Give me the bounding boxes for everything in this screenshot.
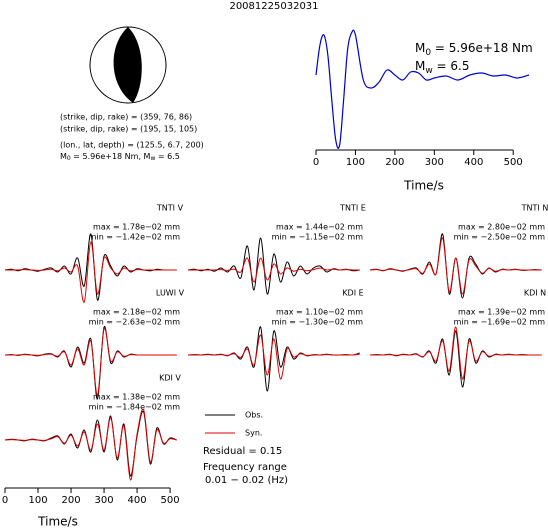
- x-tick-label: 300: [425, 157, 444, 168]
- station-label: KDI E: [342, 289, 363, 298]
- freq-title: Frequency range: [203, 462, 287, 473]
- stf-line: [315, 29, 530, 149]
- syn-trace: [188, 257, 360, 283]
- max-label: max = 1.39e−02 mm: [458, 308, 545, 317]
- residual: Residual = 0.15: [203, 446, 282, 457]
- beach-ball: [89, 26, 167, 104]
- x-axis-label: Time/s: [37, 515, 78, 529]
- max-label: max = 1.44e−02 mm: [276, 223, 363, 232]
- x-tick-label: 500: [504, 157, 523, 168]
- x-tick-label: 100: [28, 495, 47, 506]
- min-label: min = −1.15e−02 mm: [272, 233, 364, 242]
- legend-label: Syn.: [245, 429, 262, 438]
- max-label: max = 1.38e−02 mm: [93, 393, 180, 402]
- x-tick-label: 300: [95, 495, 114, 506]
- min-label: min = −1.30e−02 mm: [272, 318, 364, 327]
- x-tick-label: 0: [2, 495, 8, 506]
- syn-trace: [5, 241, 177, 303]
- syn-trace: [188, 334, 360, 380]
- min-label: min = −1.69e−02 mm: [454, 318, 546, 327]
- syn-trace: [5, 328, 177, 396]
- syn-trace: [369, 237, 542, 295]
- max-label: max = 1.78e−02 mm: [93, 223, 180, 232]
- x-tick-label: 200: [385, 157, 404, 168]
- syn-trace: [370, 326, 542, 380]
- min-label: min = −1.42e−02 mm: [89, 233, 181, 242]
- min-label: min = −1.84e−02 mm: [89, 403, 181, 412]
- title: 20081225032031: [229, 1, 318, 12]
- x-axis-label: Time/s: [403, 179, 444, 193]
- station-label: KDI N: [524, 289, 546, 298]
- station-label: TNTI E: [339, 204, 366, 213]
- station-label: LUWI V: [156, 289, 185, 298]
- syn-trace: [4, 408, 177, 481]
- moment-line: M0 = 5.96e+18 Nm, Mw = 6.5: [60, 152, 180, 162]
- freq-range: 0.01 − 0.02 (Hz): [205, 475, 288, 486]
- mechanism-line: (strike, dip, rake) = (359, 76, 86): [60, 113, 192, 122]
- mw-annotation: Mw = 6.5: [415, 59, 470, 76]
- x-tick-label: 200: [61, 495, 80, 506]
- x-tick-label: 500: [161, 495, 180, 506]
- min-label: min = −2.63e−02 mm: [89, 318, 181, 327]
- max-label: max = 1.10e−02 mm: [276, 308, 363, 317]
- m0-annotation: M0 = 5.96e+18 Nm: [415, 41, 533, 58]
- station-label: KDI V: [159, 374, 181, 383]
- station-label: TNTI V: [156, 204, 184, 213]
- x-tick-label: 400: [464, 157, 483, 168]
- min-label: min = −2.50e−02 mm: [454, 233, 546, 242]
- mechanism-line: (strike, dip, rake) = (195, 15, 105): [60, 125, 197, 134]
- legend-label: Obs.: [245, 411, 263, 420]
- max-label: max = 2.18e−02 mm: [93, 308, 180, 317]
- x-tick-label: 100: [346, 157, 365, 168]
- station-label: TNTI N: [521, 204, 548, 213]
- location-line: (lon., lat, depth) = (125.5, 6.7, 200): [60, 141, 204, 150]
- max-label: max = 2.80e−02 mm: [458, 223, 545, 232]
- x-tick-label: 400: [128, 495, 147, 506]
- x-tick-label: 0: [313, 157, 319, 168]
